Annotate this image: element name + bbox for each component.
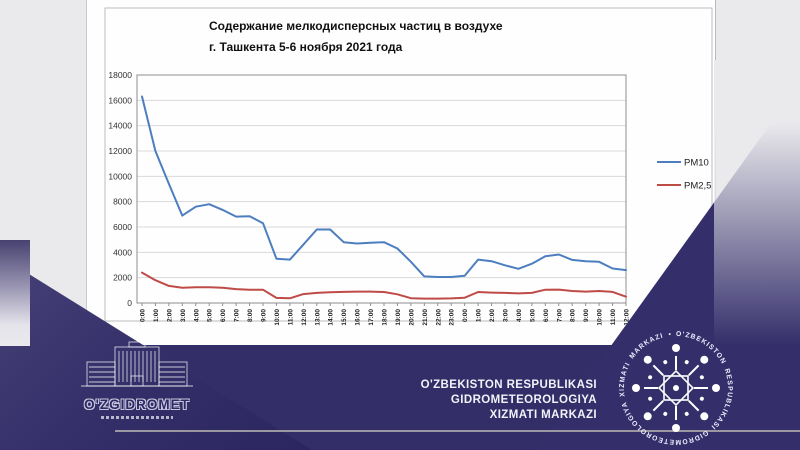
svg-text:12:00: 12:00 [301, 309, 308, 326]
svg-text:8:00: 8:00 [570, 309, 577, 322]
right-gradient-fade [714, 60, 800, 345]
svg-text:20:00: 20:00 [408, 309, 415, 326]
svg-text:21:00: 21:00 [422, 309, 429, 326]
svg-text:4000: 4000 [113, 247, 132, 257]
svg-text:10:00: 10:00 [274, 309, 281, 326]
svg-text:2:00: 2:00 [166, 309, 173, 322]
chart-title-line1: Содержание мелкодисперсных частиц в возд… [209, 19, 503, 33]
svg-text:4:00: 4:00 [516, 309, 523, 322]
svg-text:23:00: 23:00 [449, 309, 456, 326]
svg-text:22:00: 22:00 [435, 309, 442, 326]
svg-text:13:00: 13:00 [314, 309, 321, 326]
svg-text:12000: 12000 [108, 146, 132, 156]
aq-line-chart: 0 2000 4000 6000 8000 10000 12000 14000 16000 180… [104, 7, 713, 326]
svg-text:7:00: 7:00 [234, 309, 241, 322]
svg-text:11:00: 11:00 [287, 309, 294, 326]
svg-text:6:00: 6:00 [220, 309, 227, 322]
svg-text:7:00: 7:00 [556, 309, 563, 322]
svg-text:9:00: 9:00 [583, 309, 590, 322]
left-gradient-wedge [0, 240, 30, 346]
svg-text:10:00: 10:00 [597, 309, 604, 326]
org-name-line2: GIDROMETEOROLOGIYA [450, 394, 597, 406]
chart-title: Содержание мелкодисперсных частиц в возд… [209, 16, 669, 58]
svg-text:0:00: 0:00 [140, 309, 147, 322]
svg-text:3:00: 3:00 [503, 309, 510, 322]
svg-text:16:00: 16:00 [355, 309, 362, 326]
org-name-line3: XIZMATI MARKAZI [489, 409, 597, 421]
ozgidromet-logo: O'ZGIDROMET [72, 340, 202, 419]
svg-text:8000: 8000 [113, 197, 132, 207]
svg-text:2000: 2000 [113, 273, 132, 283]
svg-text:18:00: 18:00 [382, 309, 389, 326]
svg-text:18000: 18000 [108, 70, 132, 80]
org-name-block: O'ZBEKISTON RESPUBLIKASI GIDROMETEOROLOG… [421, 378, 597, 423]
svg-text:11:00: 11:00 [610, 309, 617, 326]
ozgidromet-tagline [101, 416, 173, 419]
svg-text:0: 0 [127, 298, 132, 308]
svg-text:12:00: 12:00 [624, 309, 631, 326]
svg-text:8:00: 8:00 [247, 309, 254, 322]
svg-text:3:00: 3:00 [180, 309, 187, 322]
gidromet-emblem: O'ZBEKISTON RESPUBLIKASI GIDROMETEOROLOG… [619, 331, 732, 445]
svg-text:17:00: 17:00 [368, 309, 375, 326]
svg-text:6:00: 6:00 [543, 309, 550, 322]
ozgidromet-wordmark: O'ZGIDROMET [84, 397, 190, 412]
emblem-snowflake [632, 344, 720, 432]
building-icon [81, 341, 193, 387]
svg-text:0:00: 0:00 [462, 309, 469, 322]
svg-text:14000: 14000 [108, 121, 132, 131]
svg-text:5:00: 5:00 [207, 309, 214, 322]
svg-text:19:00: 19:00 [395, 309, 402, 326]
svg-text:14:00: 14:00 [328, 309, 335, 326]
org-name-line1: O'ZBEKISTON RESPUBLIKASI [420, 379, 597, 391]
svg-text:1:00: 1:00 [153, 309, 160, 322]
svg-text:9:00: 9:00 [261, 309, 268, 322]
svg-text:16000: 16000 [108, 95, 132, 105]
svg-text:5:00: 5:00 [529, 309, 536, 322]
svg-text:15:00: 15:00 [341, 309, 348, 326]
footer-divider-line [115, 430, 800, 432]
chart-title-line2: г. Ташкента 5-6 ноября 2021 года [209, 40, 403, 54]
svg-text:PM10: PM10 [684, 158, 709, 169]
svg-text:4:00: 4:00 [193, 309, 200, 322]
svg-text:6000: 6000 [113, 222, 132, 232]
svg-text:2:00: 2:00 [489, 309, 496, 322]
svg-text:1:00: 1:00 [476, 309, 483, 322]
svg-text:10000: 10000 [108, 171, 132, 181]
svg-text:PM2,5: PM2,5 [684, 181, 711, 192]
